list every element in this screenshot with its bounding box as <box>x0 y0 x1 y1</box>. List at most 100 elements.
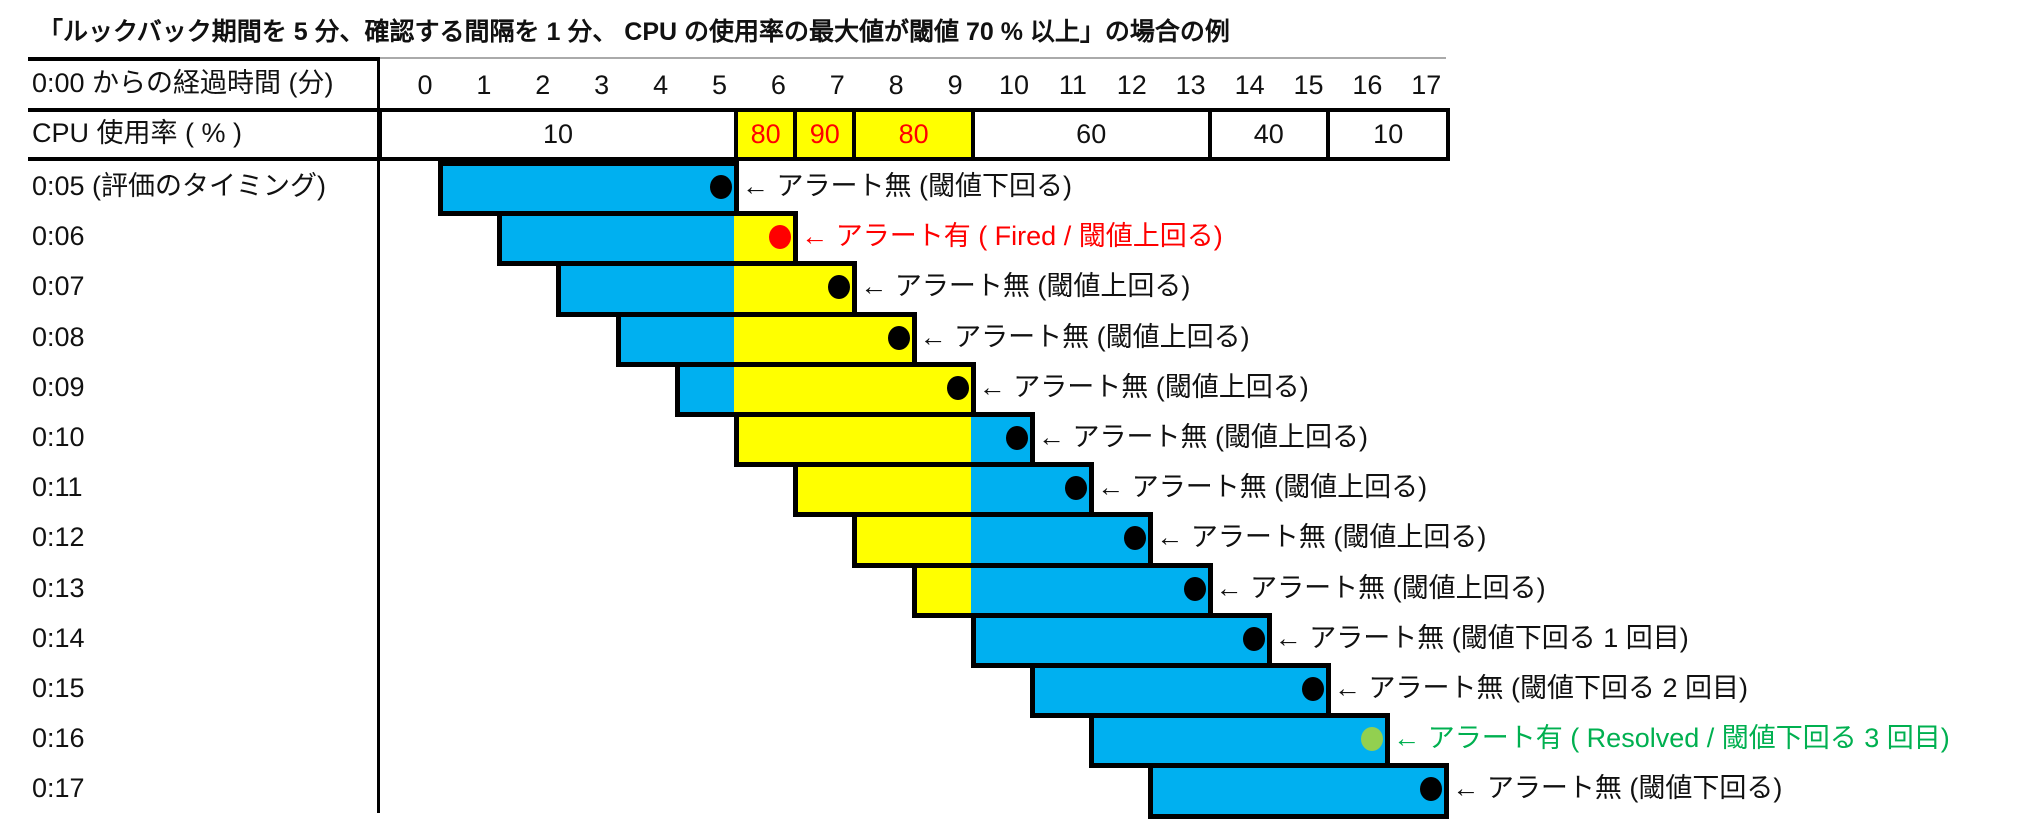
minute-label: 11 <box>1058 70 1087 100</box>
above-threshold-segment <box>911 517 972 563</box>
below-threshold-segment <box>970 517 1031 563</box>
below-threshold-segment <box>674 266 735 312</box>
minute-label: 0 <box>417 70 433 100</box>
cpu-usage-value: 40 <box>1253 119 1284 149</box>
minute-label: 6 <box>770 70 786 100</box>
below-threshold-segment <box>1148 668 1209 714</box>
below-threshold-segment <box>1029 617 1091 663</box>
evaluation-point-dot <box>1361 727 1384 752</box>
evaluation-point-dot <box>1006 426 1028 450</box>
minute-label: 8 <box>888 70 904 100</box>
evaluation-time-label: 0:17 <box>32 773 85 804</box>
evaluation-time-label: 0:06 <box>32 221 85 252</box>
minute-label: 9 <box>947 70 963 100</box>
below-threshold-segment <box>1148 718 1209 764</box>
minute-label: 2 <box>535 70 551 100</box>
above-threshold-segment <box>793 316 854 362</box>
above-threshold-segment <box>916 567 972 613</box>
cpu-usage-value: 10 <box>1373 119 1404 149</box>
label-column-divider <box>377 57 380 813</box>
evaluation-time-label: 0:09 <box>32 371 85 402</box>
below-threshold-segment <box>1266 768 1327 814</box>
alert-status-note: ← アラート無 (閾値下回る) <box>1452 773 1783 804</box>
minute-label: 16 <box>1352 70 1383 100</box>
evaluation-time-label: 0:13 <box>32 572 85 603</box>
alert-status-note: ← アラート無 (閾値下回る 1 回目) <box>1274 622 1689 653</box>
alert-status-note: ← アラート無 (閾値上回る) <box>860 271 1191 302</box>
lookback-window-bar <box>497 211 799 267</box>
cpu-usage-cell: 10 <box>1326 108 1451 161</box>
cpu-usage-cell: 60 <box>970 108 1212 161</box>
evaluation-point-dot <box>1302 677 1324 701</box>
below-threshold-segment <box>1148 617 1209 663</box>
below-threshold-segment <box>443 166 499 212</box>
alert-status-note: ← アラート無 (閾値上回る) <box>1097 472 1428 503</box>
minute-label: 17 <box>1411 70 1442 100</box>
above-threshold-segment <box>739 417 795 463</box>
above-threshold-segment <box>798 467 854 513</box>
below-threshold-segment <box>497 166 558 212</box>
lookback-window-bar <box>556 261 858 317</box>
below-threshold-segment <box>1089 617 1150 663</box>
alert-status-note: ← アラート無 (閾値上回る) <box>978 371 1309 402</box>
header-top-line-bold <box>28 57 380 61</box>
above-threshold-segment <box>857 517 913 563</box>
lookback-window-bar <box>852 512 1154 568</box>
minute-label: 14 <box>1234 70 1265 100</box>
lookback-window-bar <box>734 412 1035 468</box>
cpu-usage-value: 90 <box>809 119 840 149</box>
below-threshold-segment <box>561 266 617 312</box>
evaluation-point-dot <box>946 375 969 400</box>
below-threshold-segment <box>615 266 676 312</box>
evaluation-time-label: 0:07 <box>32 271 85 302</box>
lookback-window-bar <box>438 161 739 217</box>
alert-status-note: ← アラート無 (閾値下回る 2 回目) <box>1334 673 1749 703</box>
lookback-window-bar <box>1030 663 1331 719</box>
below-threshold-segment <box>556 216 617 262</box>
below-threshold-segment <box>679 366 735 412</box>
evaluation-time-label: 0:14 <box>32 622 85 653</box>
below-threshold-segment <box>556 166 617 212</box>
minute-label: 13 <box>1175 70 1206 100</box>
cpu-usage-value: 80 <box>750 119 781 149</box>
below-threshold-segment <box>1035 668 1091 714</box>
minute-label: 15 <box>1293 70 1324 100</box>
below-threshold-segment <box>1089 668 1150 714</box>
above-threshold-segment <box>852 366 913 412</box>
evaluation-point-dot <box>828 275 851 300</box>
alert-status-note: ← アラート有 ( Fired / 閾値上回る) <box>801 221 1223 252</box>
alert-status-note: ← アラート有 ( Resolved / 閾値下回る 3 回目) <box>1393 723 1950 754</box>
below-threshold-segment <box>1207 718 1268 764</box>
cpu-usage-cell: 80 <box>852 108 975 161</box>
evaluation-time-label: 0:12 <box>32 522 85 553</box>
below-threshold-segment <box>1153 768 1209 814</box>
above-threshold-segment <box>733 266 795 312</box>
below-threshold-segment <box>615 216 676 262</box>
evaluation-point-dot <box>1124 526 1147 551</box>
minute-label: 10 <box>998 70 1030 100</box>
above-threshold-segment <box>733 316 795 362</box>
evaluation-time-label: 0:05 (評価のタイミング) <box>32 171 327 201</box>
cpu-usage-cell: 40 <box>1207 108 1330 161</box>
evaluation-point-dot <box>710 175 732 199</box>
lookback-window-bar <box>1148 763 1450 819</box>
evaluation-time-label: 0:15 <box>32 673 85 703</box>
evaluation-point-dot <box>1183 576 1206 601</box>
above-threshold-segment <box>911 467 972 513</box>
evaluation-point-dot <box>769 225 792 250</box>
below-threshold-segment <box>1029 567 1091 613</box>
below-threshold-segment <box>1029 517 1091 563</box>
minute-label: 4 <box>653 70 669 100</box>
alert-status-note: ← アラート無 (閾値上回る) <box>1038 422 1368 452</box>
below-threshold-segment <box>502 216 558 262</box>
below-threshold-segment <box>615 166 676 212</box>
evaluation-time-label: 0:08 <box>32 321 85 352</box>
minute-label: 3 <box>594 70 610 100</box>
below-threshold-segment <box>970 567 1031 613</box>
cpu-usage-cell: 80 <box>734 108 798 161</box>
below-threshold-segment <box>1325 768 1387 814</box>
evaluation-point-dot <box>1065 476 1088 501</box>
minute-label: 12 <box>1116 70 1147 100</box>
above-threshold-segment <box>793 417 854 463</box>
evaluation-time-label: 0:16 <box>32 723 85 754</box>
